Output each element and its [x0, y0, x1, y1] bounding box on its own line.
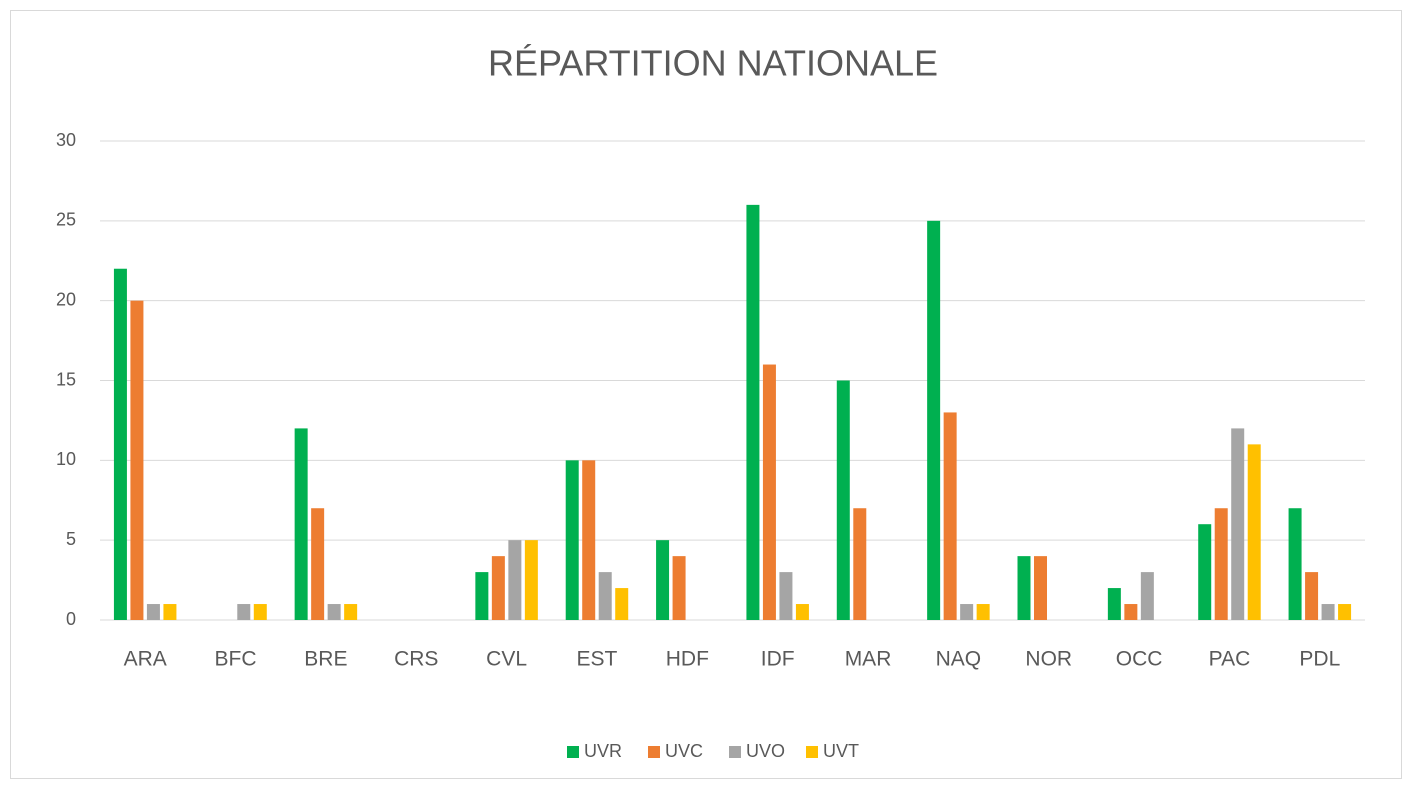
bar: [1140, 572, 1154, 620]
chart-frame: [10, 10, 1402, 779]
legend-swatch: [567, 746, 579, 758]
bar: [327, 604, 341, 620]
bar: [795, 604, 809, 620]
chart-title: RÉPARTITION NATIONALE: [488, 43, 938, 84]
bar: [582, 460, 596, 620]
legend-swatch: [806, 746, 818, 758]
bar: [853, 508, 867, 620]
bar: [113, 268, 127, 620]
legend-label: UVT: [823, 741, 859, 761]
bar: [294, 428, 308, 620]
bar: [656, 540, 670, 620]
legend-label: UVC: [665, 741, 703, 761]
y-tick-label: 15: [56, 369, 76, 389]
x-tick-label: MAR: [845, 648, 892, 671]
bar: [253, 604, 267, 620]
y-tick-label: 10: [56, 449, 76, 469]
bar: [598, 572, 612, 620]
x-tick-label: ARA: [124, 648, 167, 671]
x-tick-label: CVL: [486, 648, 527, 671]
y-tick-label: 30: [56, 130, 76, 150]
bar: [1288, 508, 1302, 620]
y-tick-label: 20: [56, 289, 76, 309]
bar: [163, 604, 177, 620]
bar: [1338, 604, 1352, 620]
x-tick-label: HDF: [666, 648, 709, 671]
bar: [1214, 508, 1228, 620]
y-tick-label: 5: [66, 529, 76, 549]
bar: [344, 604, 358, 620]
x-tick-label: CRS: [394, 648, 438, 671]
legend-label: UVO: [746, 741, 785, 761]
bar: [762, 364, 776, 620]
bar: [960, 604, 974, 620]
bar: [524, 540, 538, 620]
bar: [927, 220, 941, 621]
x-tick-label: BFC: [215, 648, 257, 671]
legend-swatch: [729, 746, 741, 758]
bar: [1198, 524, 1212, 620]
bar: [836, 380, 850, 620]
bar: [1034, 556, 1047, 620]
x-tick-label: IDF: [761, 648, 795, 671]
y-tick-label: 25: [56, 210, 76, 230]
bar: [565, 460, 579, 620]
bar: [1305, 572, 1319, 620]
bar: [508, 540, 522, 620]
bar: [475, 572, 489, 620]
bar: [1231, 428, 1245, 620]
bar: [491, 556, 505, 620]
x-tick-label: NAQ: [936, 648, 982, 671]
x-tick-label: BRE: [304, 648, 347, 671]
legend-label: UVR: [584, 741, 622, 761]
y-tick-label: 0: [66, 609, 76, 629]
bar: [1107, 588, 1121, 620]
x-tick-label: EST: [577, 648, 618, 671]
x-tick-label: PAC: [1209, 648, 1251, 671]
bar: [672, 556, 686, 620]
bar: [146, 604, 160, 620]
bar: [130, 300, 144, 620]
bar: [1247, 444, 1261, 620]
bar: [311, 508, 325, 620]
bar: [1321, 604, 1335, 620]
bar: [779, 572, 793, 620]
bar: [943, 412, 957, 620]
x-tick-label: PDL: [1299, 648, 1340, 671]
bar: [1017, 556, 1031, 620]
legend-swatch: [648, 746, 660, 758]
bar: [615, 588, 629, 620]
bar: [1124, 604, 1138, 620]
x-tick-label: NOR: [1025, 648, 1072, 671]
x-tick-label: OCC: [1116, 648, 1163, 671]
bar: [976, 604, 990, 620]
bar: [746, 204, 760, 620]
bar: [237, 604, 251, 620]
